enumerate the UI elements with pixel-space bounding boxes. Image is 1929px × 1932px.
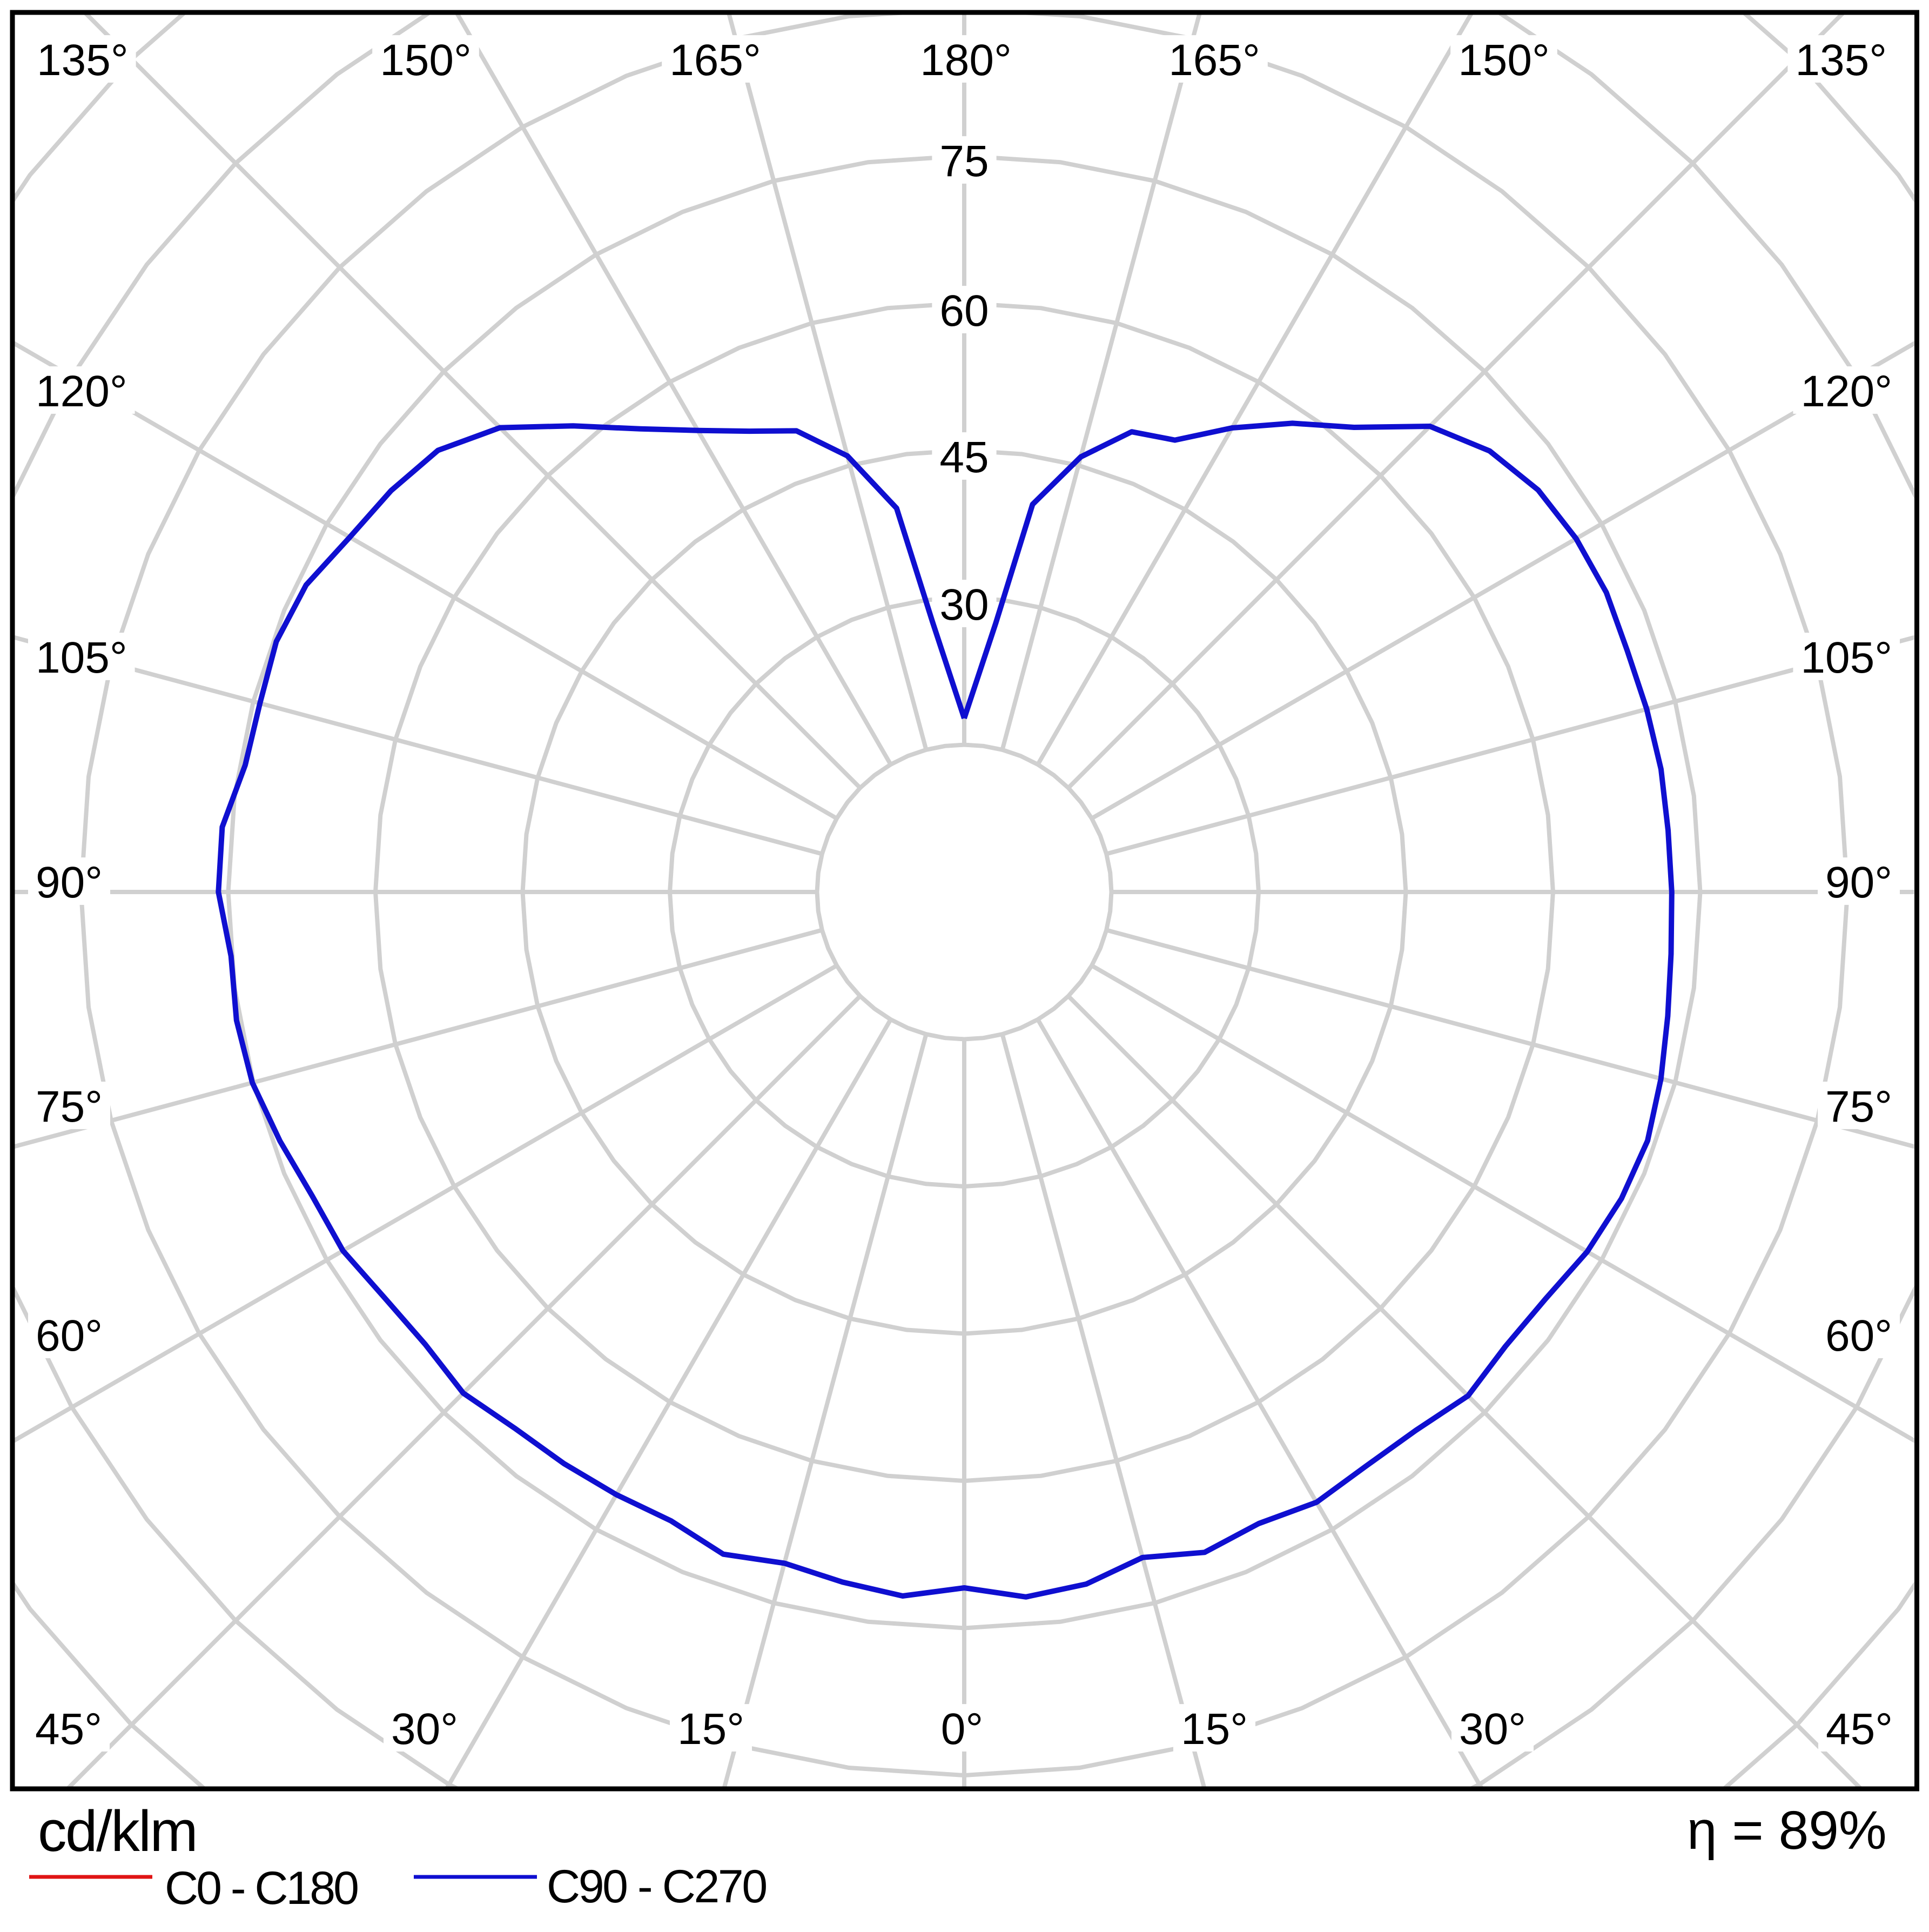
svg-text:165°: 165° <box>669 36 761 85</box>
svg-text:45°: 45° <box>35 1705 102 1754</box>
svg-text:120°: 120° <box>1800 367 1892 416</box>
svg-text:30: 30 <box>939 580 989 629</box>
svg-text:15°: 15° <box>1181 1705 1248 1754</box>
svg-text:165°: 165° <box>1168 36 1260 85</box>
svg-text:135°: 135° <box>1795 36 1887 85</box>
svg-text:120°: 120° <box>36 367 127 416</box>
svg-text:15°: 15° <box>677 1705 744 1754</box>
svg-text:C0 - C180: C0 - C180 <box>165 1862 358 1914</box>
svg-text:150°: 150° <box>1458 36 1550 85</box>
svg-text:cd/klm: cd/klm <box>38 1799 197 1863</box>
svg-text:0°: 0° <box>941 1705 983 1754</box>
svg-text:45°: 45° <box>1826 1705 1893 1754</box>
svg-text:90°: 90° <box>36 858 103 907</box>
svg-text:C90 - C270: C90 - C270 <box>547 1861 766 1913</box>
svg-text:90°: 90° <box>1825 858 1892 907</box>
svg-text:180°: 180° <box>920 36 1012 85</box>
svg-text:30°: 30° <box>391 1705 458 1754</box>
svg-text:105°: 105° <box>1800 633 1892 682</box>
svg-text:75: 75 <box>939 137 989 186</box>
svg-text:75°: 75° <box>1825 1082 1892 1131</box>
svg-text:45: 45 <box>939 433 989 482</box>
svg-text:60°: 60° <box>1825 1311 1892 1360</box>
svg-text:30°: 30° <box>1459 1705 1526 1754</box>
svg-text:135°: 135° <box>37 36 129 85</box>
svg-text:75°: 75° <box>36 1082 103 1131</box>
svg-text:60°: 60° <box>36 1311 103 1360</box>
svg-text:η = 89%: η = 89% <box>1687 1800 1887 1861</box>
svg-text:105°: 105° <box>36 633 127 682</box>
svg-text:150°: 150° <box>380 36 472 85</box>
svg-text:60: 60 <box>939 286 989 336</box>
